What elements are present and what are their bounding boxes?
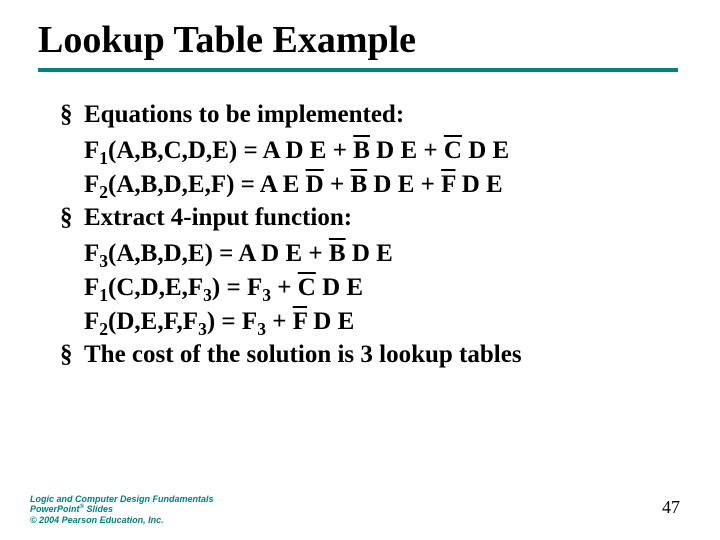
fn-label: F bbox=[84, 274, 99, 301]
footer-line-1: Logic and Computer Design Fundamentals bbox=[30, 494, 214, 505]
term: B bbox=[350, 171, 367, 198]
bullet-3-lead: The cost of the solution is 3 lookup tab… bbox=[60, 338, 688, 372]
term: D E bbox=[455, 171, 502, 198]
eq-part: = A D E + bbox=[213, 240, 329, 267]
eq-sub: 3 bbox=[262, 285, 271, 305]
term: + bbox=[271, 274, 298, 301]
term: D E bbox=[462, 137, 509, 164]
fn-args-sub: 3 bbox=[198, 319, 207, 339]
term: D E + bbox=[367, 171, 441, 198]
term: + bbox=[324, 171, 351, 198]
bullet-2-line-2: F1(C,D,E,F3) = F3 + C D E bbox=[60, 271, 688, 305]
term: C bbox=[444, 137, 462, 164]
eq-sub: 3 bbox=[257, 319, 266, 339]
term: D bbox=[306, 171, 324, 198]
eq-part: = A E bbox=[234, 171, 305, 198]
fn-args: ) bbox=[212, 274, 220, 301]
slide-title: Lookup Table Example bbox=[38, 18, 688, 62]
footer-text: PowerPoint bbox=[30, 504, 80, 514]
term: + bbox=[266, 308, 293, 335]
eq-part: = F bbox=[215, 308, 257, 335]
fn-label: F bbox=[84, 240, 99, 267]
footer-line-2: PowerPoint® Slides bbox=[30, 504, 214, 515]
fn-sub: 1 bbox=[99, 285, 108, 305]
content-area: Equations to be implemented: F1(A,B,C,D,… bbox=[60, 98, 688, 372]
term: D E bbox=[346, 240, 393, 267]
bullet-1-line-2: F2(A,B,D,E,F) = A E D + B D E + F D E bbox=[60, 168, 688, 202]
fn-args-sub: 3 bbox=[203, 285, 212, 305]
bullet-1-lead: Equations to be implemented: bbox=[60, 98, 688, 132]
fn-args: (D,E,F,F bbox=[108, 308, 198, 335]
fn-args: (C,D,E,F bbox=[108, 274, 203, 301]
fn-label: F bbox=[84, 308, 99, 335]
fn-args: ) bbox=[207, 308, 215, 335]
footer-text: Slides bbox=[84, 504, 113, 514]
term: F bbox=[293, 308, 307, 335]
footer-branding: Logic and Computer Design Fundamentals P… bbox=[30, 494, 214, 526]
bullet-2-line-1: F3(A,B,D,E) = A D E + B D E bbox=[60, 237, 688, 271]
eq-part: = F bbox=[220, 274, 262, 301]
term: B bbox=[353, 137, 370, 164]
fn-sub: 1 bbox=[99, 148, 108, 168]
slide: Lookup Table Example Equations to be imp… bbox=[0, 0, 720, 540]
fn-args: (A,B,C,D,E) bbox=[108, 137, 237, 164]
bullet-1-line-1: F1(A,B,C,D,E) = A D E + B D E + C D E bbox=[60, 134, 688, 168]
fn-sub: 2 bbox=[99, 182, 108, 202]
title-rule bbox=[38, 68, 678, 72]
term: D E + bbox=[370, 137, 444, 164]
fn-args: (A,B,D,E) bbox=[108, 240, 213, 267]
fn-sub: 3 bbox=[99, 251, 108, 271]
bullet-2-line-3: F2(D,E,F,F3) = F3 + F D E bbox=[60, 305, 688, 339]
term: F bbox=[441, 171, 455, 198]
term: C bbox=[298, 274, 316, 301]
term: D E bbox=[307, 308, 354, 335]
term: D E bbox=[316, 274, 363, 301]
fn-label: F bbox=[84, 137, 99, 164]
bullet-2-lead: Extract 4-input function: bbox=[60, 201, 688, 235]
footer-line-3: © 2004 Pearson Education, Inc. bbox=[30, 515, 214, 526]
fn-sub: 2 bbox=[99, 319, 108, 339]
eq-part: = A D E + bbox=[237, 137, 353, 164]
term: B bbox=[329, 240, 346, 267]
fn-args: (A,B,D,E,F) bbox=[108, 171, 234, 198]
page-number: 47 bbox=[662, 497, 680, 518]
fn-label: F bbox=[84, 171, 99, 198]
